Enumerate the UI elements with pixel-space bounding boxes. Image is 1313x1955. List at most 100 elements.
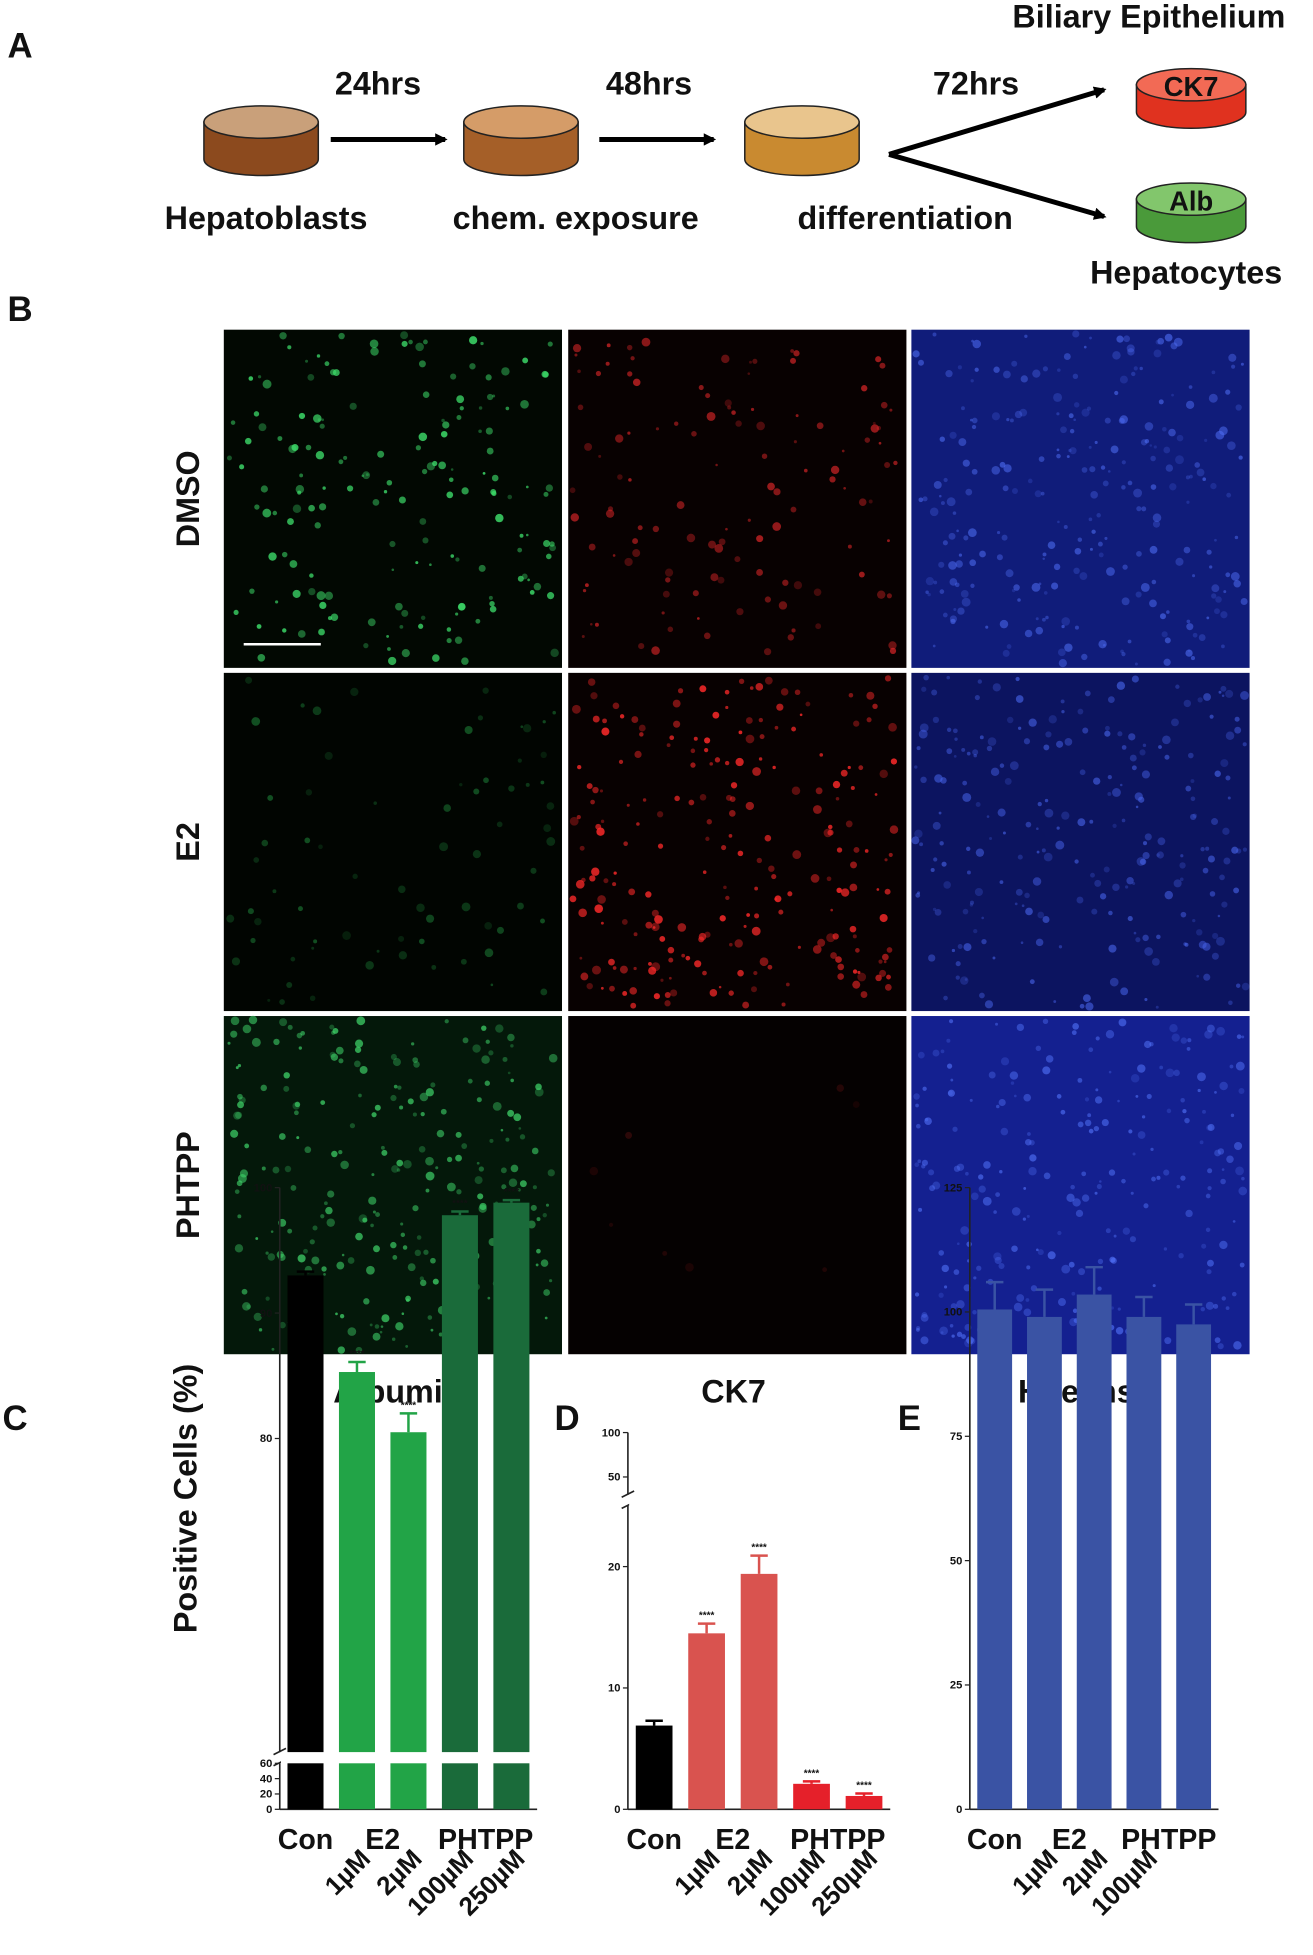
cell-signal: [1035, 617, 1039, 621]
cell-signal: [1131, 765, 1137, 771]
cell-signal: [705, 393, 711, 399]
cell-signal: [535, 1263, 539, 1267]
cell-signal: [860, 991, 868, 998]
cell-signal: [321, 418, 325, 422]
cell-signal: [948, 561, 957, 570]
cell-signal: [517, 902, 524, 910]
cell-signal: [781, 1002, 786, 1007]
cell-signal: [446, 1182, 456, 1192]
cell-signal: [753, 970, 758, 976]
cell-signal: [914, 1292, 920, 1297]
cell-signal: [1117, 1099, 1120, 1103]
cell-signal: [630, 1002, 637, 1009]
cell-signal: [717, 576, 725, 584]
cell-signal: [919, 723, 929, 733]
cell-signal: [475, 618, 481, 624]
cell-signal: [372, 498, 380, 506]
time-label: 48hrs: [606, 66, 692, 102]
cell-signal: [965, 1171, 969, 1176]
cell-signal: [1199, 1140, 1204, 1145]
cell-signal: [704, 931, 711, 938]
cell-signal: [472, 1044, 481, 1053]
cell-signal: [996, 530, 1001, 535]
cell-signal: [1107, 696, 1115, 704]
cell-signal: [1042, 915, 1050, 923]
micrograph: [911, 672, 1250, 1012]
cell-signal: [1198, 634, 1206, 641]
cell-signal: [953, 1165, 961, 1172]
cell-signal: [971, 417, 978, 424]
cell-signal: [485, 374, 492, 381]
cell-signal: [395, 602, 403, 611]
cell-signal: [1225, 775, 1231, 781]
cell-signal: [1179, 877, 1184, 882]
cell-signal: [227, 1041, 231, 1045]
cell-signal: [1114, 390, 1119, 396]
cell-signal: [1017, 598, 1021, 602]
cell-signal: [1130, 1073, 1140, 1083]
cell-signal: [1137, 1131, 1146, 1139]
cell-signal: [262, 508, 272, 518]
cell-signal: [1214, 608, 1220, 615]
cell-signal: [577, 764, 582, 770]
cell-signal: [736, 608, 744, 616]
cell-signal: [927, 592, 931, 597]
cell-signal: [1208, 393, 1218, 403]
cell-signal: [1089, 547, 1093, 551]
cell-signal: [365, 473, 369, 477]
cell-signal: [1131, 371, 1136, 377]
cell-signal: [535, 1083, 542, 1091]
cell-signal: [853, 720, 860, 727]
cell-signal: [662, 590, 670, 598]
cell-signal: [1242, 847, 1248, 852]
cell-signal: [386, 479, 393, 486]
cell-signal: [999, 880, 1004, 885]
cell-signal: [888, 722, 897, 732]
cell-signal: [618, 759, 624, 764]
axis-break-gap: [281, 1752, 539, 1764]
cell-signal: [1132, 1152, 1136, 1156]
cell-signal: [241, 1288, 248, 1295]
cell-signal: [973, 753, 978, 758]
cell-signal: [702, 970, 707, 976]
significance: ****: [349, 1349, 365, 1360]
cell-signal: [835, 956, 842, 963]
cell-signal: [1095, 1088, 1099, 1092]
cell-signal: [1072, 330, 1080, 338]
cell-signal: [1068, 413, 1074, 419]
cell-signal: [1159, 613, 1166, 620]
cell-signal: [1188, 752, 1194, 759]
cell-signal: [734, 939, 743, 948]
cell-signal: [884, 983, 892, 991]
bar: [977, 1309, 1013, 1810]
cell-signal: [586, 982, 593, 990]
cell-signal: [1171, 718, 1179, 727]
cell-signal: [292, 589, 301, 598]
cell-signal: [648, 962, 652, 966]
cell-signal: [1032, 877, 1042, 886]
cell-signal: [1152, 957, 1160, 966]
cell-signal: [540, 988, 548, 996]
cell-signal: [939, 494, 942, 498]
cell-signal: [316, 591, 326, 601]
cell-signal: [1116, 681, 1126, 690]
cell-signal: [664, 1000, 671, 1007]
cell-signal: [731, 410, 736, 415]
cell-signal: [337, 1346, 346, 1354]
cell-signal: [272, 1166, 280, 1174]
cell-signal: [1205, 1301, 1214, 1310]
cell-signal: [331, 1150, 338, 1158]
cell-signal: [1121, 1178, 1126, 1184]
cell-signal: [532, 1185, 537, 1190]
cell-signal: [588, 543, 596, 551]
cell-signal: [1140, 583, 1150, 592]
cell-signal: [400, 1222, 404, 1226]
cell-signal: [1023, 738, 1031, 745]
cell-signal: [932, 1049, 940, 1057]
cell-signal: [819, 753, 824, 757]
cell-signal: [600, 921, 604, 925]
cell-signal: [401, 648, 410, 658]
cell-signal: [314, 522, 321, 529]
panel-letter: D: [555, 1399, 580, 1438]
cell-signal: [1006, 417, 1010, 422]
